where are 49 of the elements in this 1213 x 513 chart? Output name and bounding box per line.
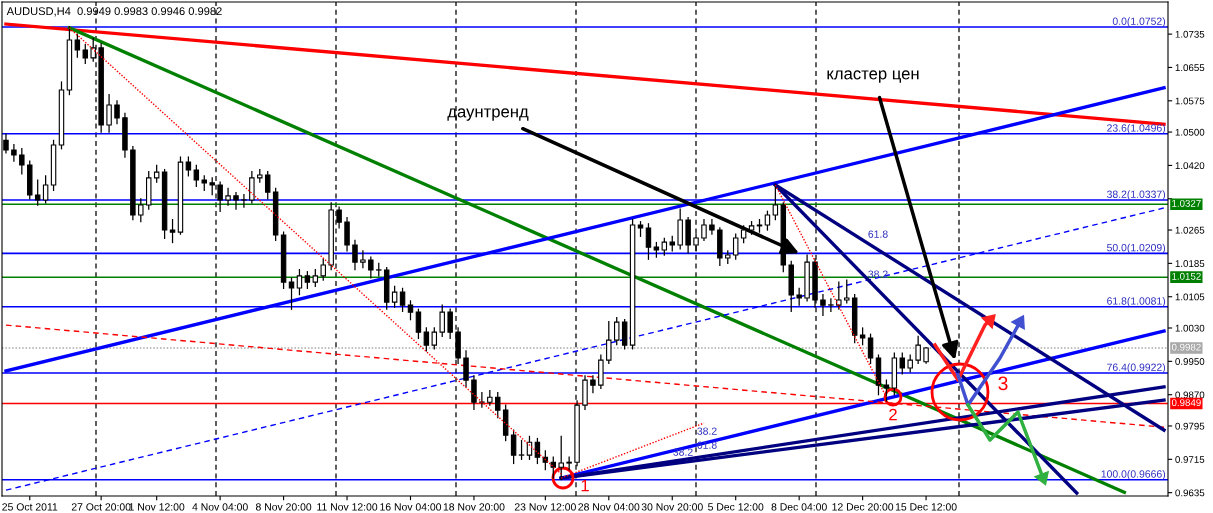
x-tick-label: 15 Dec 12:00 (895, 503, 957, 511)
y-tick-label: 0.9795 (1175, 422, 1205, 430)
y-tick-label: 0.9870 (1175, 391, 1205, 399)
x-tick-label: 11 Nov 12:00 (317, 503, 378, 511)
y-tick-label: 0.9715 (1175, 456, 1205, 463)
y-tick-label: 1.0105 (1175, 293, 1205, 301)
x-tick-label: 8 Dec 04:00 (771, 503, 827, 511)
annotation: 2 (889, 408, 897, 421)
ref-line-label: 0.9982 (1171, 343, 1201, 351)
x-tick-label: 25 Oct 2011 (2, 503, 58, 511)
y-tick-label: 1.0420 (1175, 162, 1205, 170)
annotation: 38.2 (673, 448, 693, 456)
annotation: 38.2 (697, 427, 717, 435)
x-tick-label: 27 Oct 20:00 (71, 503, 131, 511)
x-tick-label: 5 Dec 12:00 (708, 503, 764, 511)
ref-line-label: 0.9849 (1171, 399, 1201, 407)
x-tick-label: 1 Nov 12:00 (129, 503, 185, 511)
annotation: 61.8(1.0081) (1107, 297, 1166, 307)
x-tick-label: 30 Nov 20:00 (641, 503, 703, 511)
x-tick-label: 12 Dec 20:00 (832, 503, 894, 511)
y-tick-label: 1.0030 (1175, 324, 1205, 332)
annotation: 76.4(0.9922) (1107, 363, 1166, 374)
x-tick-label: 4 Nov 04:00 (192, 503, 248, 511)
annotation: 100.0(0.9666) (1101, 470, 1166, 480)
y-tick-label: 1.0500 (1175, 128, 1205, 136)
y-tick-label: 0.9635 (1175, 489, 1205, 497)
x-tick-label: 18 Nov 20:00 (443, 503, 505, 511)
annotation: 61.8 (868, 230, 888, 238)
x-tick-label: 8 Nov 20:00 (255, 503, 312, 511)
ref-line-label: 1.0152 (1172, 272, 1201, 280)
y-tick-label: 1.0265 (1175, 226, 1205, 234)
x-tick-label: 28 Nov 04:00 (578, 503, 640, 511)
x-tick-label: 16 Nov 04:00 (380, 503, 442, 511)
annotation: 50.0(1.0209) (1107, 243, 1166, 254)
chart-title: AUDUSD,H4 0.9949 0.9983 0.9946 0.9982 (6, 7, 222, 17)
annotation: 0.0(1.0752) (1112, 17, 1166, 28)
y-tick-label: 1.0185 (1175, 260, 1205, 267)
x-tick-label: 23 Nov 12:00 (514, 503, 576, 511)
annotation: 3 (998, 376, 1008, 391)
annotation: даунтренд (447, 108, 529, 121)
y-tick-label: 0.9950 (1175, 358, 1205, 365)
y-tick-label: 1.0735 (1175, 30, 1205, 38)
ref-line-label: 1.0327 (1172, 199, 1201, 207)
annotation: кластер цен (827, 70, 919, 83)
annotation: 23.6(1.0496) (1107, 124, 1166, 134)
annotation: 1 (581, 479, 589, 492)
y-tick-label: 1.0575 (1175, 97, 1205, 105)
annotation: 38.2(1.0337) (1107, 190, 1166, 201)
y-tick-label: 1.0655 (1175, 64, 1205, 72)
